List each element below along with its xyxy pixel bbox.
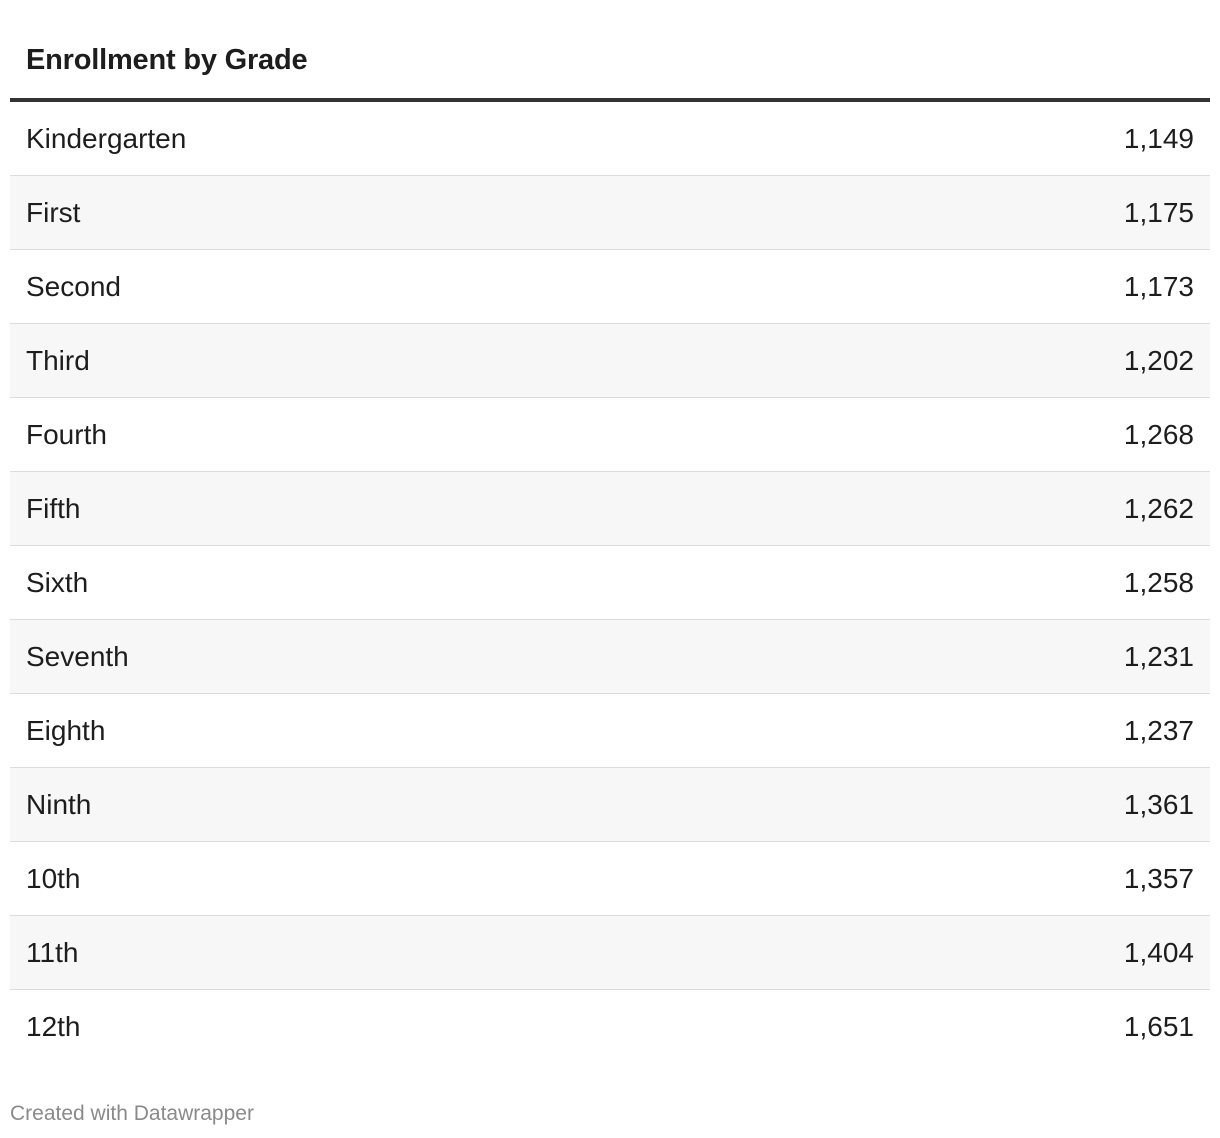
grade-cell: Third	[26, 344, 90, 376]
grade-cell: First	[26, 196, 81, 228]
enrollment-value-cell: 1,262	[1123, 492, 1194, 524]
grade-cell: Fourth	[26, 418, 107, 450]
table-row: Fifth 1,262	[10, 472, 1210, 546]
table-header: Enrollment by Grade	[10, 0, 1210, 102]
datawrapper-credit: Created with Datawrapper	[10, 1102, 254, 1125]
table-row: Fourth 1,268	[10, 398, 1210, 472]
grade-cell: Sixth	[26, 566, 89, 598]
enrollment-value-cell: 1,175	[1123, 196, 1194, 228]
column-header-grade: Enrollment by Grade	[26, 44, 308, 76]
enrollment-value-cell: 1,237	[1123, 714, 1194, 746]
grade-cell: Second	[26, 270, 121, 302]
enrollment-value-cell: 1,202	[1123, 344, 1194, 376]
table-body: Kindergarten 1,149 First 1,175 Second 1,173 Th…	[10, 102, 1210, 1063]
enrollment-value-cell: 1,149	[1123, 122, 1194, 154]
table-row: 11th 1,404	[10, 916, 1210, 990]
grade-cell: Ninth	[26, 788, 92, 820]
enrollment-value-cell: 1,231	[1123, 640, 1194, 672]
grade-cell: 11th	[26, 936, 79, 968]
enrollment-value-cell: 1,404	[1123, 936, 1194, 968]
table-row: Eighth 1,237	[10, 694, 1210, 768]
enrollment-value-cell: 1,173	[1123, 270, 1194, 302]
table-row: Kindergarten 1,149	[10, 102, 1210, 176]
enrollment-value-cell: 1,361	[1123, 788, 1194, 820]
table-row: Second 1,173	[10, 250, 1210, 324]
grade-cell: Fifth	[26, 492, 81, 524]
enrollment-value-cell: 1,258	[1123, 566, 1194, 598]
grade-cell: Eighth	[26, 714, 106, 746]
enrollment-value-cell: 1,357	[1123, 862, 1194, 894]
enrollment-value-cell: 1,651	[1123, 1010, 1194, 1042]
grade-cell: 12th	[26, 1010, 81, 1042]
table-row: 10th 1,357	[10, 842, 1210, 916]
table-row: Ninth 1,361	[10, 768, 1210, 842]
table-row: First 1,175	[10, 176, 1210, 250]
grade-cell: Seventh	[26, 640, 129, 672]
enrollment-value-cell: 1,268	[1123, 418, 1194, 450]
grade-cell: Kindergarten	[26, 122, 187, 154]
grade-cell: 10th	[26, 862, 81, 894]
table-row: Sixth 1,258	[10, 546, 1210, 620]
enrollment-table: Enrollment by Grade Kindergarten 1,149 Fir…	[10, 0, 1210, 1063]
table-row: Third 1,202	[10, 324, 1210, 398]
table-row: 12th 1,651	[10, 990, 1210, 1063]
table-row: Seventh 1,231	[10, 620, 1210, 694]
